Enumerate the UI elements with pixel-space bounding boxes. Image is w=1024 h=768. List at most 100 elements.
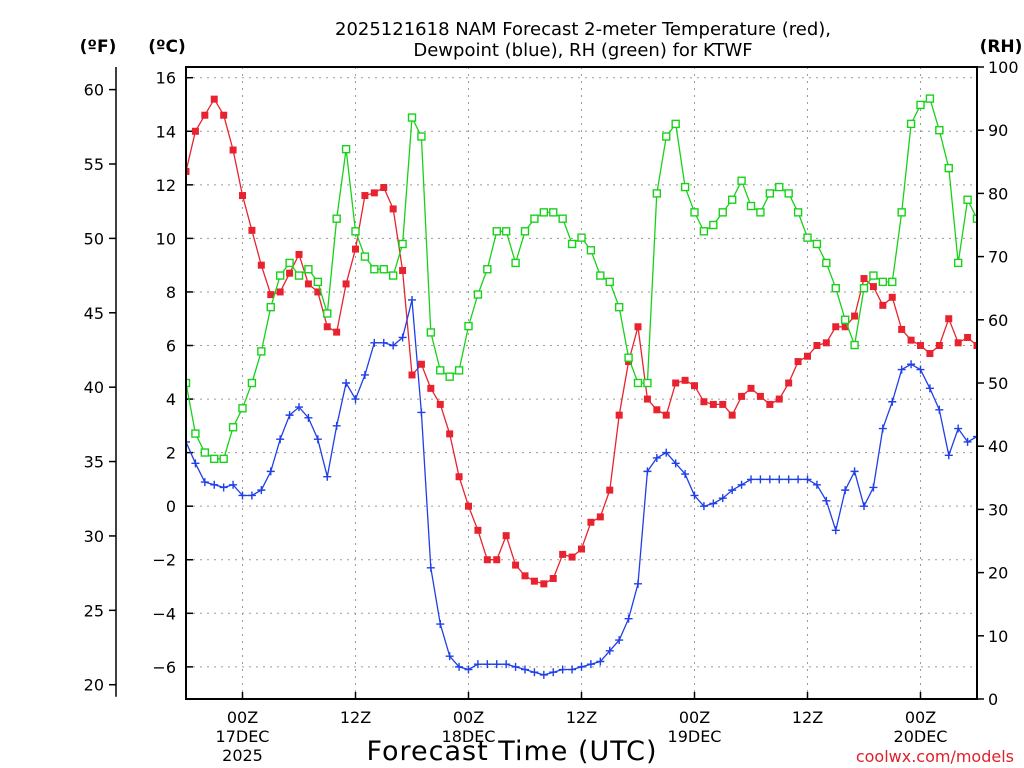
relative-humidity-point xyxy=(633,378,643,388)
temperature-point xyxy=(662,411,670,419)
x-axis-title: Forecast Time (UTC) xyxy=(366,736,657,767)
rh-tick-label: 60 xyxy=(988,311,1008,330)
x-tick-label: 00Z xyxy=(453,708,484,727)
temperature-point xyxy=(512,561,520,569)
dewpoint-point xyxy=(671,459,680,468)
temperature-point xyxy=(775,395,783,403)
celsius-tick-label: 12 xyxy=(156,176,176,195)
dewpoint-point xyxy=(643,467,652,476)
relative-humidity-point xyxy=(238,404,247,413)
relative-humidity-point xyxy=(247,378,257,388)
dewpoint-point xyxy=(473,660,482,669)
dewpoint-point xyxy=(737,480,746,489)
temperature-point xyxy=(794,358,802,366)
temperature-point xyxy=(286,269,294,277)
dewpoint-point xyxy=(257,486,266,495)
dewpoint-point xyxy=(718,494,727,503)
dewpoint-point xyxy=(492,660,501,669)
relative-humidity-point xyxy=(775,182,784,192)
fahrenheit-tick-label: 35 xyxy=(84,453,104,472)
dewpoint-point xyxy=(709,499,718,508)
temperature-point xyxy=(549,574,557,582)
dewpoint-point xyxy=(869,483,878,492)
fahrenheit-tick-label: 30 xyxy=(84,527,104,546)
temperature-point xyxy=(907,336,915,344)
temperature-point xyxy=(380,184,388,192)
relative-humidity-point xyxy=(643,378,652,388)
relative-humidity-point xyxy=(313,277,323,287)
dewpoint-point xyxy=(360,370,369,379)
temperature-point xyxy=(860,275,868,283)
dewpoint-point xyxy=(389,341,398,350)
dewpoint-point xyxy=(756,475,765,484)
relative-humidity-point xyxy=(972,214,977,223)
temperature-point xyxy=(756,392,764,400)
dewpoint-point xyxy=(408,295,416,304)
temperature-point xyxy=(954,339,962,347)
dewpoint-point xyxy=(812,480,821,489)
temperature-point xyxy=(186,167,190,175)
temperature-point xyxy=(239,192,246,200)
relative-humidity-point xyxy=(454,366,464,375)
dewpoint-point xyxy=(624,614,633,623)
x-tick-date: 20DEC xyxy=(894,727,948,746)
temperature-point xyxy=(304,280,312,288)
dewpoint-point xyxy=(200,478,209,487)
relative-humidity-point xyxy=(520,227,530,236)
relative-humidity-point xyxy=(332,214,341,223)
relative-humidity-point xyxy=(341,144,351,154)
relative-humidity-point xyxy=(935,125,944,135)
relative-humidity-point xyxy=(746,201,756,211)
relative-humidity-point xyxy=(294,271,304,280)
relative-humidity-point xyxy=(709,220,718,230)
chart-title-line1: 2025121618 NAM Forecast 2-meter Temperat… xyxy=(335,19,831,40)
temperature-point xyxy=(888,293,896,301)
relative-humidity-point xyxy=(784,189,793,198)
dewpoint-point xyxy=(963,437,972,446)
relative-humidity-point xyxy=(464,321,473,331)
relative-humidity-point xyxy=(812,239,822,249)
temperature-point xyxy=(898,325,906,333)
rh-unit-label: (RH) xyxy=(980,37,1023,57)
dewpoint-point xyxy=(323,472,332,481)
dewpoint-point xyxy=(276,435,285,444)
temperature-point xyxy=(201,111,209,119)
celsius-tick-label: 8 xyxy=(166,283,176,302)
dewpoint-point xyxy=(690,491,699,500)
relative-humidity-point xyxy=(558,214,567,223)
relative-humidity-point xyxy=(803,233,812,242)
dewpoint-point xyxy=(794,475,803,484)
celsius-tick-label: 16 xyxy=(156,69,176,88)
dewpoint-point xyxy=(803,475,812,484)
relative-humidity-point xyxy=(436,366,445,375)
temperature-point xyxy=(352,245,359,253)
relative-humidity-point xyxy=(878,277,888,287)
temperature-point xyxy=(785,379,793,387)
dewpoint-point xyxy=(417,408,426,417)
temperature-point xyxy=(276,288,284,296)
temperature-point xyxy=(465,502,472,510)
dewpoint-point xyxy=(558,665,567,674)
temperature-point xyxy=(342,280,350,288)
relative-humidity-point xyxy=(840,315,850,324)
dewpoint-point xyxy=(464,665,473,674)
temperature-point xyxy=(333,328,341,336)
rh-tick-label: 50 xyxy=(988,374,1008,393)
celsius-tick-label: 6 xyxy=(166,337,176,356)
dewpoint-point xyxy=(935,405,944,414)
temperature-point xyxy=(935,342,943,350)
temperature-point xyxy=(615,411,623,419)
relative-humidity-point xyxy=(501,227,511,236)
relative-humidity-point xyxy=(483,265,492,274)
relative-humidity-point xyxy=(228,423,238,432)
temperature-point xyxy=(738,392,746,400)
dewpoint-point xyxy=(850,467,859,476)
temperature-point xyxy=(455,473,463,481)
rh-tick-label: 30 xyxy=(988,500,1008,519)
fahrenheit-tick-label: 25 xyxy=(84,601,104,620)
dewpoint-point xyxy=(775,475,784,484)
relative-humidity-point xyxy=(360,252,370,261)
temperature-point xyxy=(851,312,859,320)
dewpoint-point xyxy=(539,670,548,679)
